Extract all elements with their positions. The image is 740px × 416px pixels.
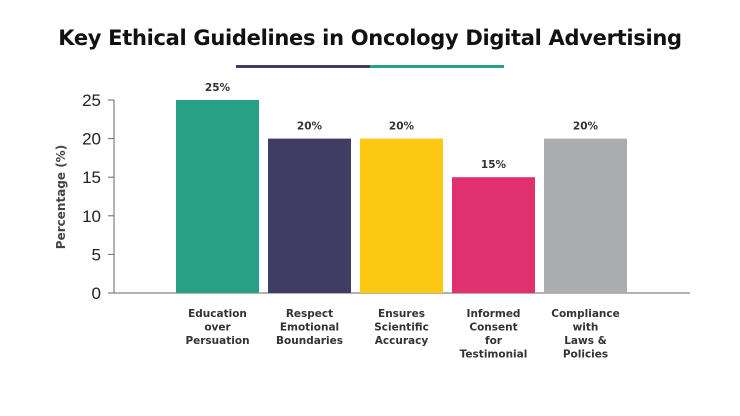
bar-value-label: 25% xyxy=(205,82,231,94)
bar-2 xyxy=(268,138,351,293)
category-label: Respect Emotional Boundaries xyxy=(276,308,343,347)
title-underline-right xyxy=(370,65,504,68)
category-label-line: for xyxy=(485,335,503,347)
category-label-line: Consent xyxy=(469,322,517,334)
y-tick-label: 5 xyxy=(92,245,101,264)
bar-value-label: 20% xyxy=(297,121,323,133)
y-tick-label: 0 xyxy=(92,284,101,303)
y-tick-label: 25 xyxy=(82,91,101,110)
y-axis-label: Percentage (%) xyxy=(54,145,68,249)
bar-1 xyxy=(176,100,259,293)
bar-value-label: 20% xyxy=(573,121,599,133)
category-label: Ensures Scientific Accuracy xyxy=(374,308,429,347)
category-label-line: Boundaries xyxy=(276,335,343,347)
y-tick-label: 20 xyxy=(82,130,101,149)
category-label-line: Accuracy xyxy=(375,335,429,347)
y-tick-label: 15 xyxy=(82,168,101,187)
bar-value-label: 20% xyxy=(389,121,415,133)
category-label-line: Emotional xyxy=(280,322,339,334)
category-label-line: Education xyxy=(188,308,247,320)
category-label-line: Respect xyxy=(286,308,333,320)
category-label-line: Ensures xyxy=(378,308,425,320)
bar-value-label: 15% xyxy=(481,159,507,171)
category-label-line: Compliance xyxy=(551,308,619,320)
bar-3 xyxy=(360,138,443,293)
bar-5 xyxy=(544,138,627,293)
bar-4 xyxy=(452,177,535,293)
category-label-line: Scientific xyxy=(374,322,429,334)
chart-title: Key Ethical Guidelines in Oncology Digit… xyxy=(58,26,682,50)
category-label-line: with xyxy=(573,322,599,334)
category-label-line: Policies xyxy=(563,349,608,361)
y-tick-label: 10 xyxy=(82,207,101,226)
category-label-line: Persuation xyxy=(185,335,249,347)
category-label: Education over Persuation xyxy=(185,308,249,347)
category-label-line: Testimonial xyxy=(460,349,528,361)
title-underline-left xyxy=(236,65,370,68)
category-label-line: Informed xyxy=(467,308,521,320)
category-label: Informed Consent for Testimonial xyxy=(460,308,528,361)
category-label: Compliance with Laws & Policies xyxy=(551,308,619,361)
category-label-line: Laws & xyxy=(564,335,607,347)
category-label-line: over xyxy=(204,322,231,334)
